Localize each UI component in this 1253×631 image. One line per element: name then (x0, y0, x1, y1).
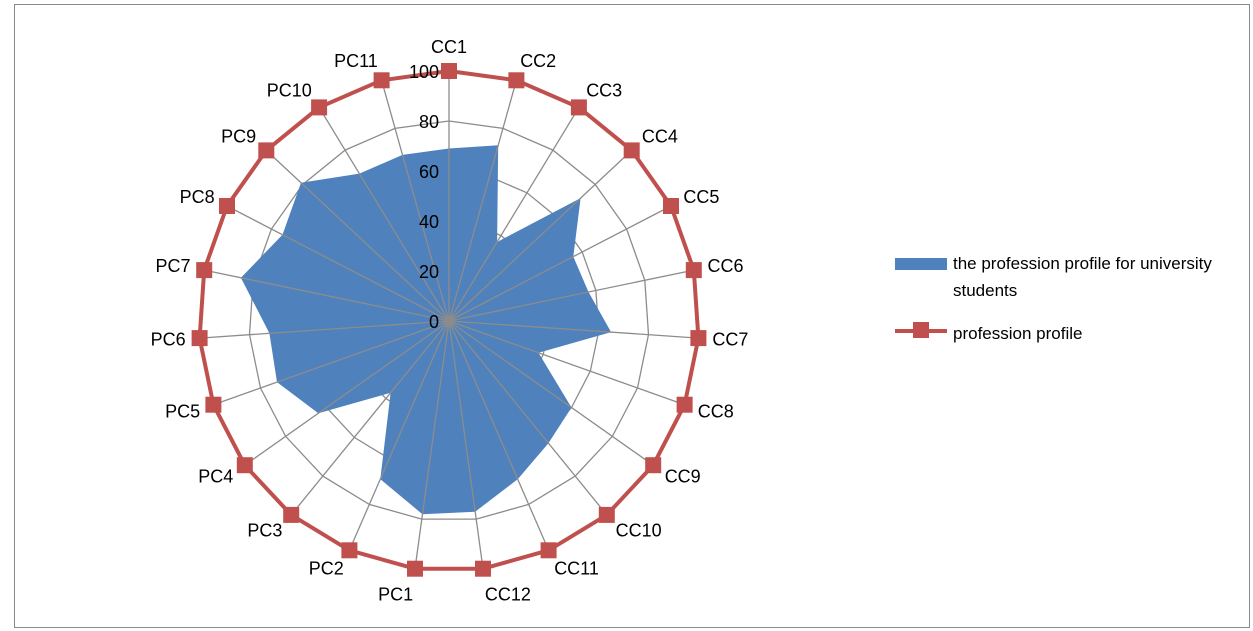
axis-label-cc10: CC10 (616, 520, 662, 540)
grid-spoke (448, 320, 484, 569)
series-line (197, 69, 701, 571)
series-marker (475, 560, 491, 577)
series-marker (570, 99, 587, 116)
axis-label-cc5: CC5 (683, 187, 719, 207)
axis-label-pc6: PC6 (151, 329, 186, 349)
grid-spoke (448, 205, 672, 322)
legend: the profession profile for university st… (895, 253, 1213, 347)
grid-ring (248, 120, 650, 520)
grid-spoke (448, 107, 580, 322)
tick-label: 20 (419, 262, 439, 282)
grid-spoke (414, 320, 450, 569)
grid-spoke (448, 80, 518, 322)
series-marker (623, 142, 640, 159)
grid-spoke (380, 80, 450, 322)
axis-label-pc3: PC3 (247, 520, 282, 540)
series-marker (676, 396, 693, 413)
series-marker (373, 72, 390, 89)
axis-label-pc11: PC11 (334, 51, 378, 71)
axis-label-pc8: PC8 (180, 187, 215, 207)
axis-label-pc10: PC10 (267, 80, 312, 100)
grid-spoke (318, 107, 450, 322)
series-marker (685, 262, 702, 279)
axis-label-cc1: CC1 (431, 37, 467, 57)
chart-frame (14, 4, 1250, 628)
axis-label-cc6: CC6 (708, 256, 744, 276)
axis-label-cc8: CC8 (698, 401, 734, 421)
axis-label-pc9: PC9 (221, 127, 256, 147)
series-marker (690, 330, 707, 347)
axis-label-cc3: CC3 (586, 80, 622, 100)
series-marker (311, 99, 328, 116)
grid-spoke (448, 269, 694, 322)
series-marker (191, 330, 208, 347)
axis-labels: CC1 CC2 CC3 CC4 CC5 CC6 CC7 CC8 CC9 CC10 CC11 CC12 P… (151, 37, 749, 605)
axis-label-cc2: CC2 (520, 51, 556, 71)
grid-spoke (448, 320, 699, 339)
grid-spoke (448, 320, 608, 516)
tick-label: 40 (419, 212, 439, 232)
grid-spoke (204, 269, 450, 322)
axis-label-cc4: CC4 (642, 127, 678, 147)
axis-label-cc11: CC11 (554, 559, 599, 579)
tick-label: 0 (429, 312, 439, 332)
series-marker (663, 198, 679, 214)
series-marker (508, 72, 525, 89)
axis-label-cc9: CC9 (665, 467, 701, 487)
series-marker (283, 506, 300, 523)
series-marker (219, 198, 235, 214)
tick-label: 60 (419, 162, 439, 182)
legend-swatch-area (895, 258, 947, 270)
grid-spoke (448, 320, 550, 551)
series-marker (407, 560, 423, 577)
grid-spoke (448, 320, 685, 406)
legend-label: profession profile (953, 324, 1083, 343)
axis-label-cc12: CC12 (485, 585, 531, 605)
tick-labels: 0 20 40 60 80 100 (409, 62, 439, 332)
series-marker (236, 457, 253, 474)
series-marker (205, 396, 222, 413)
legend-item-profession-profile: profession profile (895, 320, 1213, 347)
axis-label-pc7: PC7 (155, 256, 190, 276)
legend-item-student-profile: the profession profile for university st… (895, 253, 1213, 304)
grid-spoke (213, 320, 450, 406)
grid-spoke (199, 320, 450, 339)
series-marker (645, 457, 662, 474)
tick-label: 80 (419, 112, 439, 132)
legend-swatch-line (895, 320, 947, 340)
series-marker (540, 542, 557, 559)
legend-label: the profession profile for university st… (953, 254, 1212, 300)
grid-spoke (448, 320, 654, 466)
grid-spoke (290, 320, 450, 516)
axis-label-pc5: PC5 (165, 401, 200, 421)
series-marker (598, 506, 615, 523)
grid-spoke (348, 320, 450, 551)
series-marker (341, 542, 358, 559)
grid-spoke (244, 320, 450, 466)
spoke-layer (199, 71, 699, 569)
grid-spoke (448, 149, 633, 322)
series-marker (441, 63, 457, 79)
tick-label: 100 (409, 62, 439, 82)
axis-label-pc1: PC1 (378, 585, 413, 605)
axis-label-cc7: CC7 (712, 329, 748, 349)
grid-spoke (226, 205, 450, 322)
axis-label-pc4: PC4 (198, 467, 233, 487)
line-layer (191, 63, 707, 577)
series-marker (196, 262, 213, 279)
axis-label-pc2: PC2 (309, 559, 344, 579)
series-marker (258, 142, 275, 159)
grid-spoke (265, 149, 450, 322)
